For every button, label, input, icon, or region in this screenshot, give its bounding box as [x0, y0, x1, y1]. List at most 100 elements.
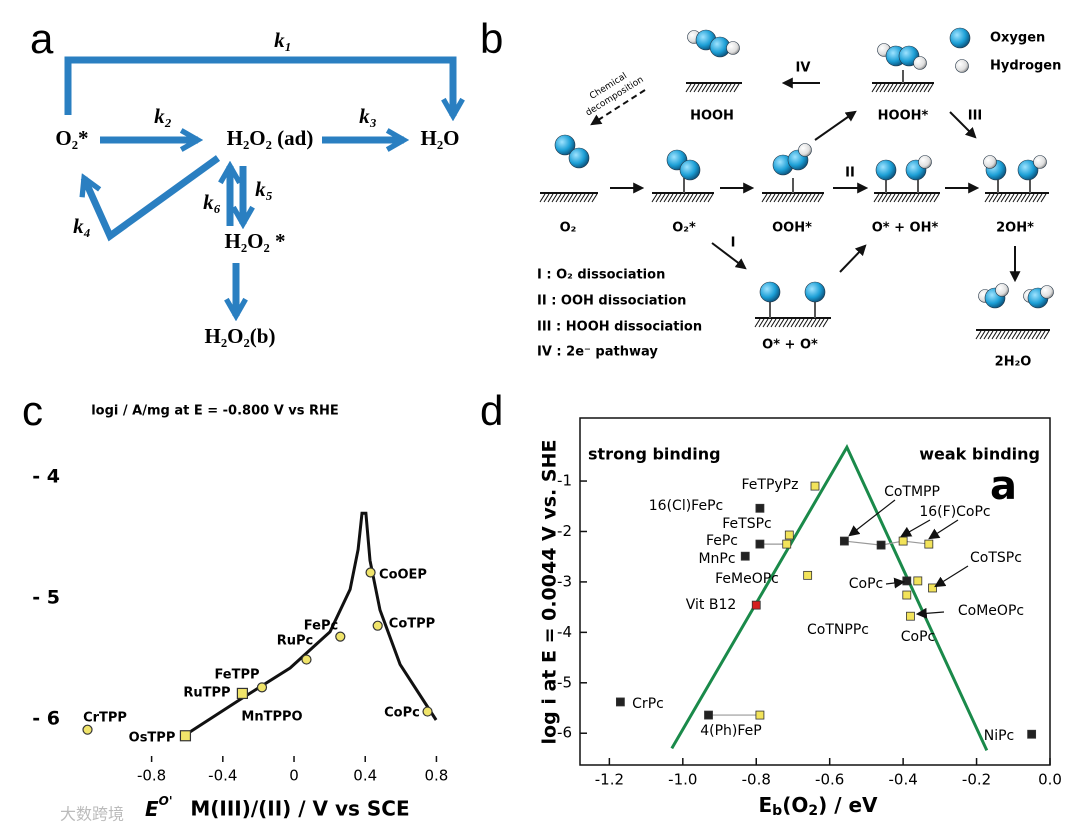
hatch: [781, 193, 788, 203]
species: O₂*: [55, 126, 88, 150]
oxygen-atom: [554, 134, 576, 156]
state-label: 2OH*: [996, 221, 1034, 236]
hatch: [1036, 193, 1043, 203]
hatch: [802, 318, 809, 328]
state-label: O₂: [560, 221, 577, 236]
hatch: [881, 193, 888, 203]
x-axis-part: b: [772, 803, 782, 819]
hatch: [671, 193, 678, 203]
x-axis-part: 2: [808, 803, 818, 819]
point-label: CoTPP: [389, 617, 435, 632]
hatch: [733, 83, 740, 93]
state-label: O* + O*: [762, 338, 818, 353]
volcano-line: [670, 444, 989, 752]
hatch: [1019, 330, 1026, 340]
oxygen-atom: [679, 159, 701, 181]
hatch: [1004, 193, 1011, 203]
oxygen-atom: [875, 159, 897, 181]
species: H₂O₂ *: [224, 229, 285, 253]
hatch: [901, 193, 908, 203]
rate-constant: k₆: [203, 190, 221, 214]
y-axis-title: log i at E = 0.0044 V vs. SHE: [539, 440, 561, 745]
point-label: OsTPP: [129, 731, 176, 746]
hatch: [563, 193, 570, 203]
hatch: [921, 193, 928, 203]
hatch: [785, 193, 792, 203]
point-label: CoPc: [849, 576, 883, 592]
species: H₂O₂(b): [205, 324, 276, 348]
step-label: I: [731, 236, 736, 251]
point-label: MnTPPO: [241, 710, 302, 725]
hatch: [659, 193, 666, 203]
hatch: [765, 193, 772, 203]
rate-constant: k₁: [274, 28, 292, 52]
note: Chemical decomposition: [584, 71, 645, 118]
marker: [1027, 729, 1037, 739]
hatch: [873, 193, 880, 203]
pointer: [900, 519, 931, 538]
legend-label: Hydrogen: [990, 59, 1061, 74]
hatch: [979, 330, 986, 340]
y-tick-label: -4: [557, 623, 572, 641]
hatch: [705, 83, 712, 93]
hatch: [770, 318, 777, 328]
hatch: [909, 193, 916, 203]
state-label: O* + OH*: [872, 221, 939, 236]
hatch: [789, 193, 796, 203]
rate-constant: k₂: [154, 104, 172, 128]
pathway-label: III : HOOH dissociation: [537, 320, 702, 335]
hatch: [551, 193, 558, 203]
point-label: FePc: [304, 619, 338, 634]
pointer: [928, 519, 959, 540]
arrow: [84, 155, 221, 242]
point-label: FeMeOPc: [715, 571, 779, 587]
pathway-label: IV : 2e⁻ pathway: [537, 345, 658, 360]
point-label: CoOEP: [379, 568, 427, 583]
oxygen-atom: [759, 281, 781, 303]
hatch: [773, 193, 780, 203]
hatch: [1012, 193, 1019, 203]
hatch: [778, 318, 785, 328]
hatch: [575, 193, 582, 203]
hatch: [925, 193, 932, 203]
marker: [365, 567, 376, 578]
marker: [82, 724, 93, 735]
marker: [179, 730, 192, 742]
point-label: CoPc: [901, 629, 935, 645]
hatch: [774, 318, 781, 328]
point-label: RuPc: [277, 634, 314, 649]
hatch: [809, 193, 816, 203]
x-tick-label: 0.4: [353, 767, 377, 785]
marker: [898, 536, 908, 546]
hatch: [687, 193, 694, 203]
hatch: [539, 193, 546, 203]
marker: [755, 710, 765, 720]
x-axis-symbol: EO': [145, 794, 173, 821]
x-tick-label: -0.2: [962, 771, 991, 789]
oxygen-atom: [804, 281, 826, 303]
hatch: [543, 193, 550, 203]
x-tick-label: 0: [289, 767, 299, 785]
point-label: 16(F)CoPc: [919, 504, 990, 520]
hatch: [1015, 330, 1022, 340]
hydrogen-atom: [798, 143, 812, 157]
y-tick-label: -1: [557, 472, 572, 490]
point-label: CoPc: [384, 706, 420, 721]
hatch: [905, 193, 912, 203]
hatch: [1008, 193, 1015, 203]
marker: [784, 530, 794, 540]
hatch: [709, 83, 716, 93]
point-label: CoTSPc: [970, 550, 1022, 566]
marker: [256, 682, 268, 693]
panel-label: d: [480, 387, 503, 434]
marker: [902, 576, 912, 586]
state-label: 2H₂O: [995, 355, 1032, 370]
marker: [803, 570, 813, 580]
marker: [422, 706, 433, 717]
hydrogen-atom: [955, 59, 969, 73]
point-label: CoMeOPc: [958, 603, 1024, 619]
arrow: [949, 111, 977, 139]
marker: [751, 600, 761, 610]
hatch: [691, 193, 698, 203]
